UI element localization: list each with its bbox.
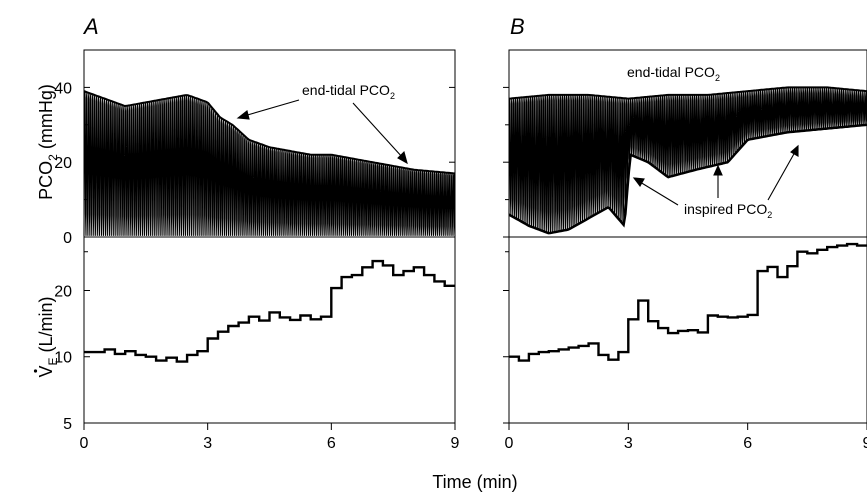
panel-b-bottom-frame	[508, 236, 867, 424]
xtick-label: 0	[80, 435, 89, 452]
series-line-ve	[509, 242, 867, 362]
annotation-end-tidal-a: end-tidal PCO2	[302, 82, 395, 101]
ytick-label-a-bottom: 5	[63, 416, 72, 433]
xtick-label: 3	[624, 435, 633, 452]
ytick-label-a-top: 0	[63, 230, 72, 247]
panel-a-bottom-frame	[83, 236, 456, 424]
panel-b-bottom-plot	[509, 242, 867, 362]
top-ylabel: PCO2 (mmHg)	[36, 84, 60, 200]
ve-dot-mark	[33, 369, 38, 373]
ytick-label-a-top: 40	[54, 80, 72, 97]
panel-label-a: A	[82, 14, 99, 39]
annotation-bg-end-tidal-b	[620, 60, 790, 84]
series-line-inspired	[508, 123, 867, 235]
series-line-end-tidal	[83, 90, 456, 175]
annotation-arrows-b	[632, 144, 799, 206]
xtick-label: 9	[863, 435, 867, 452]
bottom-ylabel: VE (L/min)	[36, 296, 60, 377]
xtick-label: 0	[505, 435, 514, 452]
xtick-label: 9	[451, 435, 460, 452]
panel-label-b: B	[510, 14, 525, 39]
panel-b-top-plot	[508, 86, 867, 235]
annotation-bg-inspired-b	[680, 198, 810, 222]
annotation-end-tidal-b: end-tidal PCO2	[627, 64, 720, 83]
xtick-label: 3	[203, 435, 212, 452]
series-line-end-tidal	[508, 86, 867, 100]
panel-a-bottom-plot	[84, 259, 455, 363]
ytick-label-a-top: 20	[54, 155, 72, 172]
xtick-label: 6	[327, 435, 336, 452]
series-line-ve	[84, 259, 455, 363]
x-axis-label: Time (min)	[432, 472, 517, 492]
axes-ticks: 0 20 40 0 3 6 9 0 3 6 9 5 10 20	[54, 80, 867, 452]
breath-trace	[83, 91, 456, 236]
annotation-arrows-a	[236, 99, 408, 165]
xtick-label: 6	[743, 435, 752, 452]
panel-a-top-plot	[83, 90, 456, 236]
ytick-label-a-bottom: 20	[54, 283, 72, 300]
annotation-inspired-b: inspired PCO2	[684, 201, 772, 220]
ytick-label-a-bottom: 10	[54, 350, 72, 367]
